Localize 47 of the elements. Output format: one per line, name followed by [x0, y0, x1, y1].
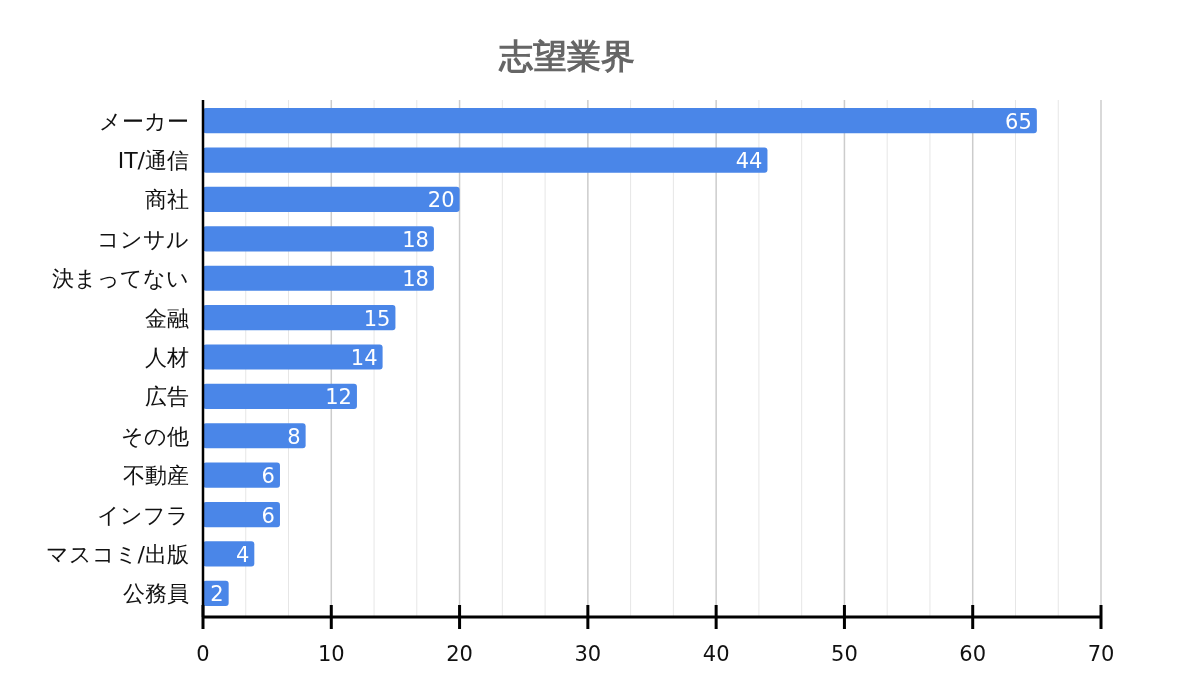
- bar: [203, 383, 357, 409]
- data-label: 18: [402, 227, 429, 252]
- y-tick-label: マスコミ/出版: [45, 541, 189, 567]
- y-tick-label: IT/通信: [117, 148, 189, 174]
- y-tick-label: 人材: [145, 345, 189, 370]
- data-label: 2: [210, 582, 224, 607]
- x-tick-label: 20: [446, 642, 473, 666]
- y-tick-label: 決まってない: [52, 266, 189, 292]
- x-tick-label: 40: [702, 642, 730, 666]
- bar: [203, 147, 768, 173]
- y-tick-label: 公務員: [123, 581, 189, 607]
- y-tick-label: コンサル: [97, 226, 189, 252]
- data-label: 8: [287, 424, 301, 449]
- bar: [203, 423, 306, 449]
- data-label: 14: [350, 346, 378, 370]
- y-tick-label: メーカー: [99, 108, 189, 134]
- y-tick-label: 不動産: [123, 463, 189, 489]
- x-tick-label: 30: [574, 642, 602, 666]
- y-tick-label: 金融: [145, 305, 189, 331]
- x-tick-label: 70: [1087, 642, 1115, 666]
- chart-title: 志望業界: [498, 36, 635, 76]
- bar: [203, 265, 434, 291]
- y-tick-label: その他: [121, 423, 189, 449]
- x-tick-label: 0: [196, 642, 210, 666]
- bar: [203, 108, 1037, 134]
- bar: [203, 541, 255, 567]
- data-label: 6: [261, 503, 275, 528]
- bar: [203, 462, 280, 488]
- y-tick-label: 広告: [145, 384, 189, 410]
- bar: [203, 305, 396, 331]
- x-tick-label: 50: [831, 642, 858, 666]
- y-tick-label: インフラ: [97, 502, 189, 528]
- data-label: 12: [325, 385, 352, 410]
- y-tick-label: 商社: [145, 187, 189, 213]
- data-label: 15: [363, 306, 391, 331]
- bar: [203, 186, 460, 213]
- bar: [203, 226, 434, 252]
- data-label: 65: [1005, 109, 1032, 134]
- data-label: 6: [261, 464, 275, 489]
- data-label: 18: [402, 267, 429, 292]
- x-tick-label: 60: [959, 642, 987, 666]
- data-label: 20: [427, 188, 455, 213]
- data-label: 44: [735, 149, 763, 174]
- x-tick-label: 10: [317, 642, 345, 666]
- data-label: 4: [235, 542, 250, 567]
- bar: [203, 344, 383, 370]
- bar: [203, 501, 280, 528]
